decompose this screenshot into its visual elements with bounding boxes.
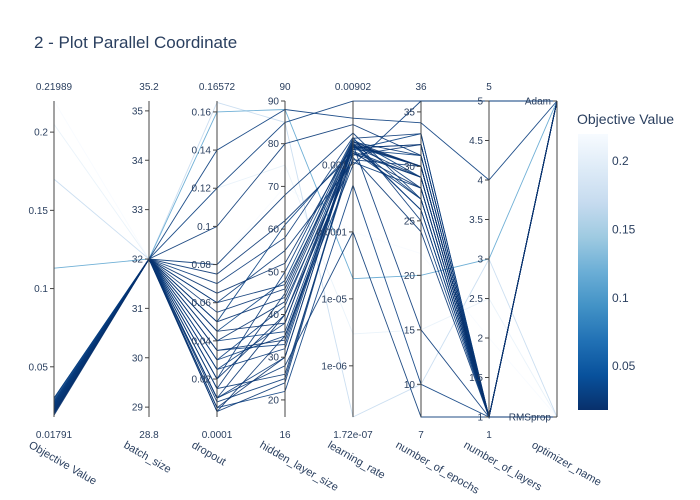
axis-min-label: 28.8 bbox=[139, 430, 159, 441]
axis-max-label: 0.00902 bbox=[335, 82, 372, 93]
tick-label: 0.12 bbox=[192, 184, 212, 195]
tick-label: 3.5 bbox=[469, 215, 483, 226]
tick-label: 0.08 bbox=[192, 260, 212, 271]
tick-label: 1e-05 bbox=[321, 294, 347, 305]
tick-label: 34 bbox=[132, 156, 144, 167]
tick-label: 29 bbox=[132, 403, 144, 414]
axis-min-label: 0.0001 bbox=[202, 430, 233, 441]
tick-label: 1 bbox=[477, 413, 483, 424]
tick-label: 80 bbox=[268, 139, 280, 150]
axis-title: batch_size bbox=[122, 439, 174, 476]
tick-label: 0.02 bbox=[192, 375, 212, 386]
axis-min-label: 7 bbox=[418, 430, 424, 441]
trial-line-34 bbox=[53, 100, 558, 418]
tick-label: 32 bbox=[132, 255, 144, 266]
tick-label: 40 bbox=[268, 310, 280, 321]
tick-label: 35 bbox=[132, 106, 144, 117]
tick-label: 2 bbox=[477, 334, 483, 345]
axis-max-label: 35.2 bbox=[139, 82, 159, 93]
axis-max-label: 0.16572 bbox=[199, 82, 236, 93]
trial-line-3 bbox=[53, 101, 558, 418]
colorbar-gradient bbox=[578, 134, 608, 410]
tick-label: 70 bbox=[268, 182, 280, 193]
tick-label: RMSprop bbox=[509, 413, 552, 424]
tick-label: 31 bbox=[132, 304, 144, 315]
colorbar: Objective Value 0.05 0.1 0.15 0.2 bbox=[577, 111, 674, 410]
colorbar-tick-label: 0.2 bbox=[612, 154, 629, 168]
axis-min-label: 1.72e-07 bbox=[333, 430, 373, 441]
tick-label: 20 bbox=[404, 271, 416, 282]
tick-label: 0.001 bbox=[322, 160, 347, 171]
trial-lines bbox=[53, 100, 558, 419]
tick-label: 0.06 bbox=[192, 298, 212, 309]
axis-dropout[interactable]: 0.02 0.04 0.06 0.08 0.1 0.12 0.14 0.16 0.16572 0.… bbox=[190, 82, 236, 468]
colorbar-title: Objective Value bbox=[577, 111, 674, 127]
tick-label: 0.16 bbox=[192, 107, 212, 118]
tick-label: 1.5 bbox=[469, 373, 483, 384]
tick-label: 15 bbox=[404, 325, 416, 336]
tick-label: 35 bbox=[404, 107, 416, 118]
tick-label: 4 bbox=[477, 176, 483, 187]
trial-line-32 bbox=[53, 100, 558, 418]
trial-line-35 bbox=[53, 100, 558, 418]
tick-label: 90 bbox=[268, 97, 280, 108]
colorbar-tick-label: 0.1 bbox=[612, 291, 629, 305]
tick-label: 0.15 bbox=[29, 206, 49, 217]
axis-title: Objective Value bbox=[27, 439, 99, 488]
tick-label: 60 bbox=[268, 225, 280, 236]
axis-max-label: 0.21989 bbox=[36, 82, 73, 93]
tick-label: 0.05 bbox=[29, 362, 49, 373]
trial-line-24 bbox=[53, 100, 558, 404]
tick-label: 10 bbox=[404, 380, 416, 391]
axis-min-label: 16 bbox=[279, 430, 291, 441]
chart-title: 2 - Plot Parallel Coordinate bbox=[34, 33, 238, 52]
tick-label: 3 bbox=[477, 255, 483, 266]
axis-title: dropout bbox=[190, 439, 228, 468]
tick-label: 20 bbox=[268, 395, 280, 406]
tick-label: 25 bbox=[404, 216, 416, 227]
axis-title: learning_rate bbox=[326, 439, 388, 482]
tick-label: 5 bbox=[477, 97, 483, 108]
tick-label: Adam bbox=[525, 97, 551, 108]
tick-label: 0.14 bbox=[192, 146, 212, 157]
tick-label: 0.2 bbox=[34, 128, 48, 139]
tick-label: 2.5 bbox=[469, 294, 483, 305]
tick-label: 0.1 bbox=[34, 284, 48, 295]
axis-max-label: 5 bbox=[486, 82, 492, 93]
trial-line-31 bbox=[53, 100, 558, 419]
tick-label: 30 bbox=[268, 353, 280, 364]
tick-label: 33 bbox=[132, 205, 144, 216]
tick-label: 1e-06 bbox=[321, 361, 347, 372]
tick-label: 30 bbox=[404, 162, 416, 173]
tick-label: 0.0001 bbox=[316, 227, 347, 238]
tick-label: 30 bbox=[132, 353, 144, 364]
axis-min-label: 0.01791 bbox=[36, 430, 73, 441]
colorbar-tick-label: 0.15 bbox=[612, 223, 636, 237]
colorbar-tick-label: 0.05 bbox=[612, 359, 636, 373]
axis-min-label: 1 bbox=[486, 430, 492, 441]
tick-label: 4.5 bbox=[469, 136, 483, 147]
tick-label: 50 bbox=[268, 267, 280, 278]
axis-max-label: 90 bbox=[279, 82, 291, 93]
axis-max-label: 36 bbox=[415, 82, 427, 93]
trial-line-2 bbox=[53, 100, 558, 280]
tick-label: 0.1 bbox=[197, 222, 211, 233]
tick-label: 0.04 bbox=[192, 336, 212, 347]
